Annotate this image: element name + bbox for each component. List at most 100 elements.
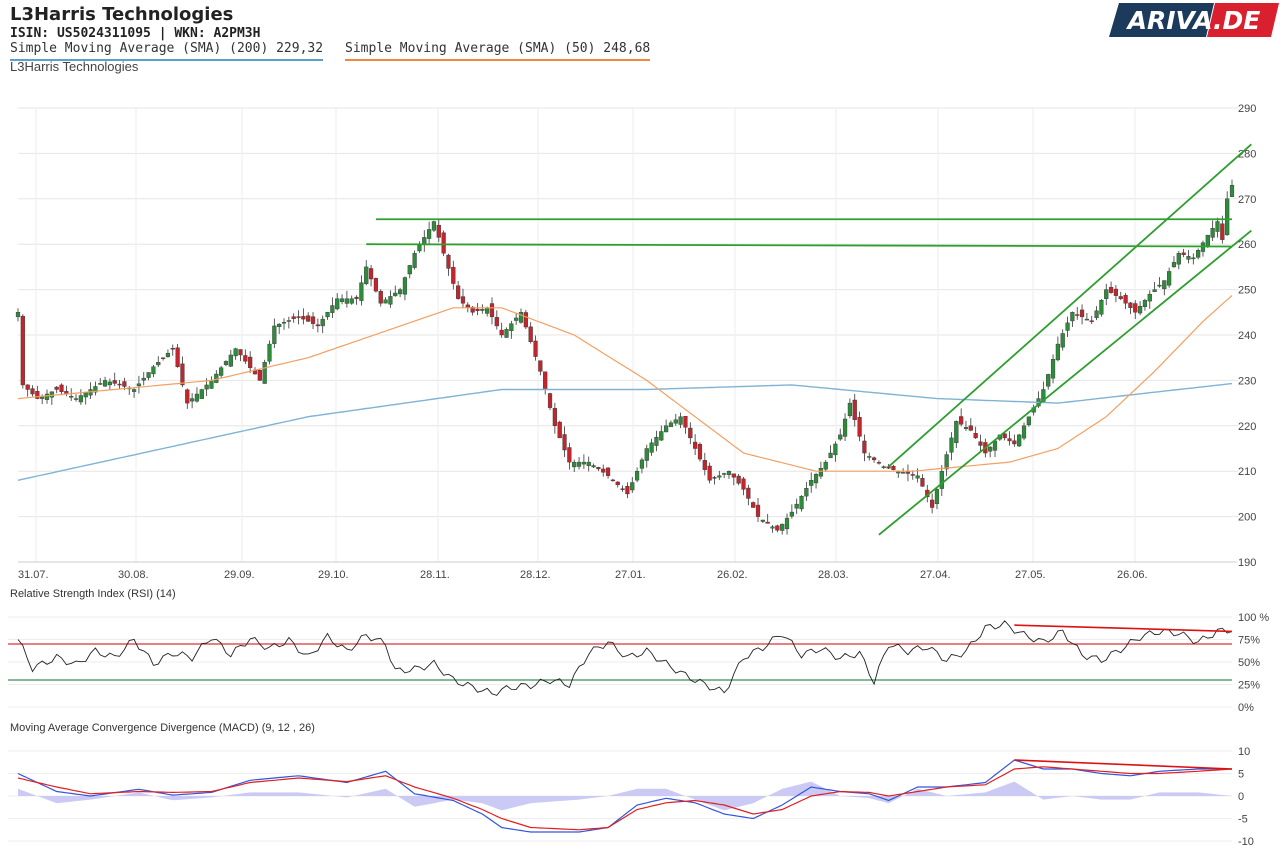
candle-body bbox=[412, 253, 417, 268]
candle-body bbox=[610, 479, 616, 482]
candle-body bbox=[533, 340, 538, 357]
candle-body bbox=[499, 329, 504, 336]
candle-body bbox=[1055, 343, 1060, 361]
candle-body bbox=[678, 416, 683, 425]
candle-body bbox=[306, 315, 311, 322]
candle-body bbox=[117, 383, 122, 386]
candle-body bbox=[1070, 312, 1075, 322]
candle-body bbox=[315, 324, 320, 327]
candle-body bbox=[49, 391, 54, 398]
candle-body bbox=[223, 361, 229, 365]
candle-body bbox=[939, 471, 944, 489]
candle-body bbox=[842, 418, 848, 437]
x-tick-label: 29.10. bbox=[318, 569, 349, 581]
candle-body bbox=[456, 285, 461, 299]
candle-body bbox=[451, 267, 456, 284]
candle-body bbox=[15, 312, 21, 318]
candle-body bbox=[339, 298, 345, 302]
x-tick-label: 26.06. bbox=[1117, 569, 1148, 581]
candle-body bbox=[809, 480, 814, 486]
trend-line bbox=[878, 229, 1252, 536]
candle-body bbox=[963, 427, 969, 429]
macd-divergence-line bbox=[1014, 759, 1233, 770]
candle-body bbox=[330, 305, 335, 313]
candle-body bbox=[673, 419, 678, 424]
candle-body bbox=[543, 371, 548, 390]
candle-body bbox=[388, 296, 393, 305]
candle-body bbox=[378, 291, 383, 304]
candle-body bbox=[291, 316, 296, 319]
candle-body bbox=[668, 422, 674, 428]
candle-body bbox=[838, 434, 843, 440]
macd-tick-label: 10 bbox=[1238, 746, 1250, 758]
candle-body bbox=[818, 467, 823, 477]
candle-body bbox=[576, 461, 582, 467]
candle-body bbox=[988, 446, 993, 452]
rsi-divergence-line bbox=[1014, 624, 1233, 633]
candle-body bbox=[102, 380, 108, 387]
candle-body bbox=[180, 363, 185, 386]
candle-body bbox=[427, 229, 432, 239]
candle-body bbox=[949, 437, 954, 453]
candle-body bbox=[901, 472, 906, 474]
ariva-logo[interactable]: ARIVA.DE bbox=[1109, 3, 1279, 37]
rsi-tick-label: 25% bbox=[1238, 680, 1260, 692]
y-tick-label: 250 bbox=[1238, 285, 1256, 297]
candle-body bbox=[190, 398, 195, 402]
candle-body bbox=[1060, 333, 1065, 348]
candle-body bbox=[1026, 416, 1031, 426]
macd-tick-label: 0 bbox=[1238, 791, 1244, 803]
page-title: L3Harris Technologies bbox=[10, 4, 234, 25]
rsi-tick-label: 75% bbox=[1238, 635, 1260, 647]
candle-body bbox=[1138, 306, 1143, 314]
candle-body bbox=[359, 282, 364, 301]
y-tick-label: 220 bbox=[1238, 421, 1256, 433]
candle-body bbox=[992, 440, 998, 451]
rsi-tick-label: 50% bbox=[1238, 657, 1260, 669]
candle-body bbox=[731, 473, 736, 478]
candle-body bbox=[78, 395, 83, 403]
candle-body bbox=[649, 442, 654, 453]
candle-body bbox=[494, 317, 499, 327]
candle-body bbox=[1147, 293, 1152, 302]
candle-body bbox=[1094, 310, 1099, 318]
candle-body bbox=[736, 475, 741, 484]
candle-body bbox=[572, 461, 577, 468]
candle-body bbox=[1089, 320, 1094, 322]
candle-body bbox=[325, 312, 330, 318]
x-tick-label: 27.05. bbox=[1015, 569, 1046, 581]
y-tick-label: 260 bbox=[1238, 239, 1256, 251]
candle-body bbox=[402, 277, 408, 295]
candle-body bbox=[876, 462, 882, 464]
candle-body bbox=[620, 488, 625, 490]
candle-body bbox=[136, 383, 142, 387]
candle-body bbox=[59, 384, 64, 392]
candle-body bbox=[514, 317, 519, 321]
candle-body bbox=[601, 468, 606, 473]
candle-body bbox=[867, 456, 872, 458]
candle-body bbox=[741, 478, 746, 490]
candle-body bbox=[518, 312, 524, 323]
candle-body bbox=[243, 355, 248, 362]
rsi-panel: 100 % 75% 50% 25% 0% bbox=[8, 612, 1269, 714]
macd-panel: 10 5 0 -5 -10 bbox=[8, 746, 1254, 848]
candle-body bbox=[1181, 252, 1186, 255]
candle-body bbox=[296, 316, 301, 318]
candle-body bbox=[1191, 257, 1196, 260]
candle-body bbox=[746, 487, 751, 499]
candle-body bbox=[707, 465, 712, 481]
candle-body bbox=[712, 477, 717, 479]
candle-body bbox=[489, 303, 495, 318]
legend-sma200[interactable]: Simple Moving Average (SMA) (200) 229,32 bbox=[10, 41, 324, 61]
candle-body bbox=[1157, 284, 1162, 287]
candle-body bbox=[886, 466, 891, 469]
candle-body bbox=[591, 465, 596, 468]
y-tick-label: 190 bbox=[1238, 557, 1256, 569]
candle-body bbox=[683, 416, 688, 428]
candle-body bbox=[20, 315, 25, 386]
candle-body bbox=[441, 232, 446, 254]
macd-signal-line bbox=[17, 766, 1233, 831]
candle-body bbox=[639, 459, 645, 469]
legend-sma50[interactable]: Simple Moving Average (SMA) (50) 248,68 bbox=[345, 41, 651, 61]
